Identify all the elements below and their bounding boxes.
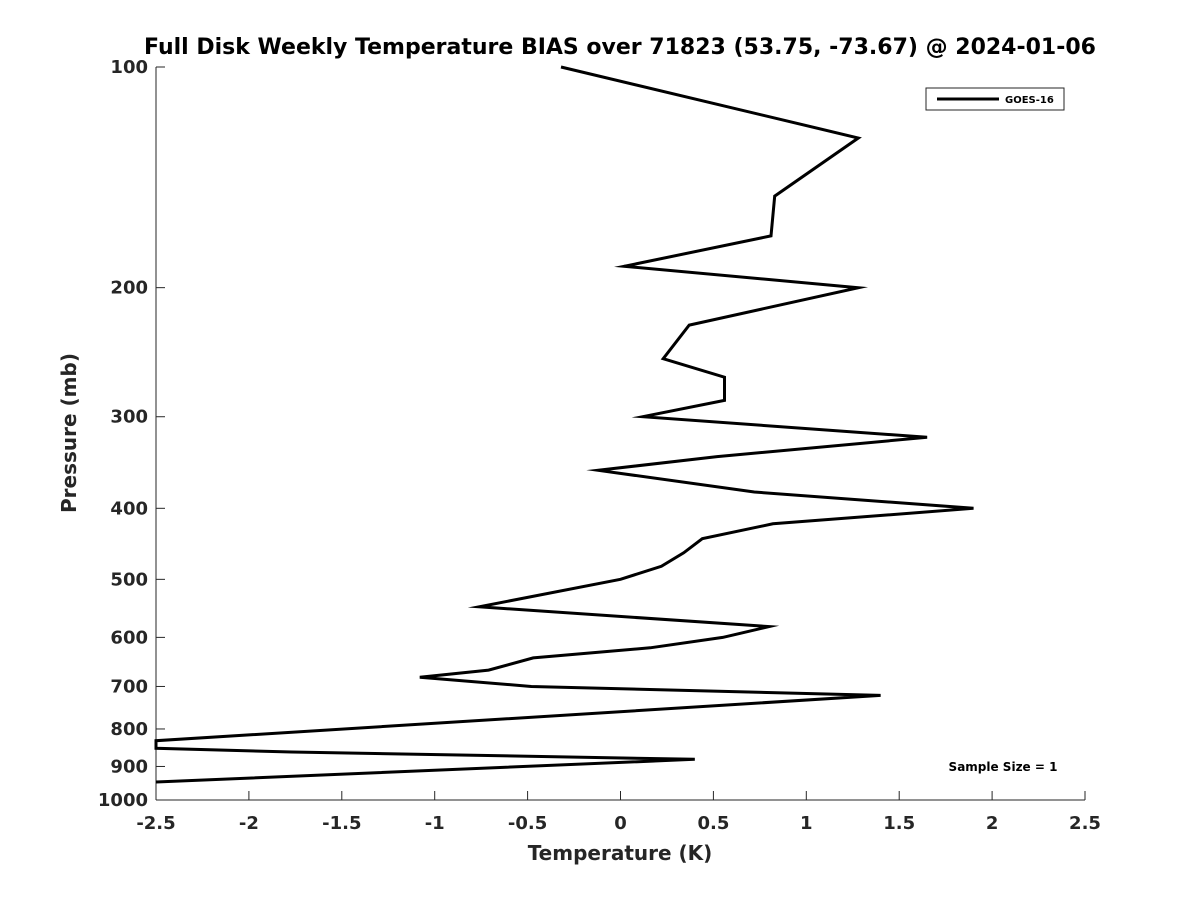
y-tick-label: 100 (110, 57, 148, 78)
series-layer (154, 65, 974, 784)
x-tick-label: 1.5 (883, 813, 915, 834)
x-tick-label: -2 (239, 813, 259, 834)
y-tick-label: 600 (110, 627, 148, 648)
x-tick-label: -2.5 (136, 813, 175, 834)
y-tick-label: 1000 (98, 790, 148, 811)
y-tick-label: 700 (110, 676, 148, 697)
y-ticks: 100 200 300 400 500 600 700 800 900 1000 (98, 57, 165, 811)
plot-area (156, 67, 1085, 800)
x-tick-label: -0.5 (508, 813, 547, 834)
x-ticks: -2.5 -2 -1.5 -1 -0.5 0 0.5 1 1.5 2 2.5 (136, 791, 1101, 834)
x-tick-label: -1.5 (322, 813, 361, 834)
x-tick-label: 0 (614, 813, 627, 834)
y-axis-label: Pressure (mb) (57, 353, 81, 513)
x-tick-label: 2.5 (1069, 813, 1101, 834)
x-axis-label: Temperature (K) (528, 841, 713, 865)
legend-label: GOES-16 (1005, 95, 1054, 106)
series-line-goes-16 (154, 65, 974, 784)
chart-title: Full Disk Weekly Temperature BIAS over 7… (144, 35, 1096, 60)
x-tick-label: -1 (425, 813, 445, 834)
y-tick-label: 800 (110, 719, 148, 740)
y-tick-label: 400 (110, 498, 148, 519)
sample-size-note: Sample Size = 1 (949, 760, 1058, 774)
y-tick-label: 900 (110, 756, 148, 777)
x-tick-label: 2 (986, 813, 999, 834)
x-tick-label: 0.5 (697, 813, 729, 834)
legend: GOES-16 (925, 87, 1065, 111)
y-tick-label: 200 (110, 278, 148, 299)
y-tick-label: 300 (110, 407, 148, 428)
x-tick-label: 1 (800, 813, 813, 834)
y-tick-label: 500 (110, 569, 148, 590)
